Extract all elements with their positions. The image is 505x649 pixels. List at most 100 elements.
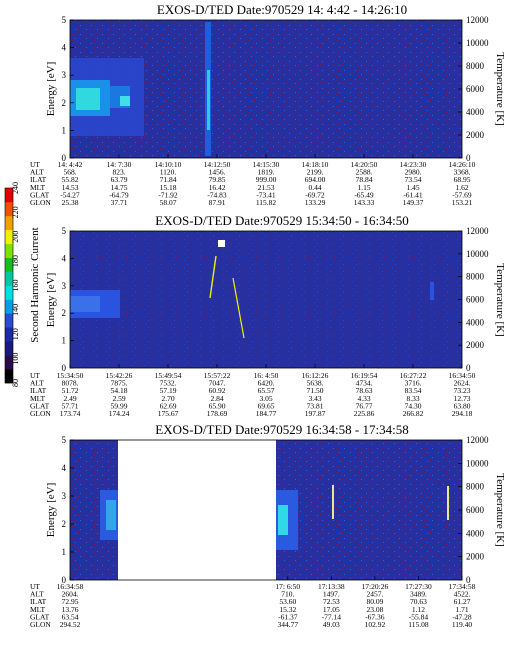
ephemeris-row-label: MLT bbox=[30, 394, 46, 403]
ephemeris-value: -55.84 bbox=[409, 612, 429, 621]
y-tick-label: 5 bbox=[62, 15, 67, 25]
ephemeris-value: 2.49 bbox=[63, 394, 76, 403]
panel-2-ylabel: Energy [eV] bbox=[45, 273, 57, 327]
y2-tick-label: 6000 bbox=[466, 505, 485, 515]
colorbar-swatch bbox=[5, 313, 13, 328]
ephemeris-row-label: ILAT bbox=[30, 597, 47, 606]
panel-2-spectrogram-background bbox=[70, 231, 462, 368]
ephemeris-value: 4734. bbox=[356, 379, 373, 388]
ephemeris-value: 0.44 bbox=[308, 183, 321, 192]
ephemeris-value: 14:18:10 bbox=[302, 160, 329, 169]
ephemeris-value: 80.09 bbox=[366, 597, 383, 606]
ephemeris-value: 25.38 bbox=[62, 198, 79, 207]
y2-tick-label: 8000 bbox=[466, 482, 485, 492]
ephemeris-value: 2624. bbox=[454, 379, 471, 388]
colorbar-swatch bbox=[5, 271, 13, 286]
colorbar-tick-label: 180 bbox=[11, 255, 20, 267]
ephemeris-value: 70.63 bbox=[410, 597, 427, 606]
ephemeris-value: 999.00 bbox=[256, 175, 277, 184]
ephemeris-value: 61.27 bbox=[454, 597, 471, 606]
ephemeris-value: 79.85 bbox=[209, 175, 226, 184]
y-tick-label: 5 bbox=[62, 226, 67, 236]
y2-tick-label: 6000 bbox=[466, 295, 485, 305]
ephemeris-value: 4522. bbox=[454, 590, 471, 599]
ephemeris-value: 16:27:22 bbox=[400, 371, 427, 380]
ephemeris-value: 115.08 bbox=[408, 620, 429, 629]
ephemeris-value: 344.77 bbox=[277, 620, 298, 629]
ephemeris-value: 65.90 bbox=[209, 401, 226, 410]
ephemeris-value: 63.80 bbox=[454, 401, 471, 410]
y-tick-label: 2 bbox=[62, 308, 67, 318]
ephemeris-value: 12.73 bbox=[454, 394, 471, 403]
ephemeris-value: 62.69 bbox=[160, 401, 177, 410]
panel-1-axes: 0 1 2 3 4 5 0 2000 4000 6000 8000 10000 12000 bbox=[62, 15, 490, 163]
y-tick-label: 4 bbox=[62, 253, 67, 263]
ephemeris-value: 59.99 bbox=[111, 401, 128, 410]
ephemeris-value: 21.53 bbox=[258, 183, 275, 192]
panel-2-ion-core bbox=[70, 296, 100, 312]
y-tick-label: 1 bbox=[62, 125, 67, 135]
y-tick-label: 0 bbox=[62, 153, 67, 163]
ephemeris-row-label: GLAT bbox=[30, 612, 50, 621]
colorbar-tick-label: 220 bbox=[11, 206, 20, 218]
ephemeris-value: 8.33 bbox=[406, 394, 419, 403]
ephemeris-value: 710. bbox=[281, 590, 294, 599]
ephemeris-row-label: UT bbox=[30, 371, 40, 380]
panel-2: EXOS-D/TED Date:970529 15:34:50 - 16:34:… bbox=[30, 213, 505, 418]
y2-tick-label: 4000 bbox=[466, 528, 485, 538]
panel-1-vertical-stripe-core bbox=[207, 70, 210, 130]
y2-tick-label: 12000 bbox=[466, 435, 489, 445]
ephemeris-value: 1.45 bbox=[406, 183, 419, 192]
ephemeris-value: 54.18 bbox=[111, 386, 128, 395]
ephemeris-value: 78.84 bbox=[356, 175, 373, 184]
panel-3-ylabel: Energy [eV] bbox=[45, 483, 57, 537]
ephemeris-value: 16:34:50 bbox=[449, 371, 476, 380]
panel-3-axes: 0 1 2 3 4 5 0 2000 4000 6000 8000 10000 12000 bbox=[62, 435, 490, 585]
y-tick-label: 0 bbox=[62, 363, 67, 373]
ephemeris-row-label: ILAT bbox=[30, 386, 47, 395]
panel-2-ylabel-right: Temperature [K] bbox=[494, 263, 505, 336]
ephemeris-row-label: MLT bbox=[30, 183, 46, 192]
ephemeris-value: 2.84 bbox=[210, 394, 223, 403]
ephemeris-value: 115.82 bbox=[256, 198, 277, 207]
colorbar-frame bbox=[4, 187, 14, 384]
ephemeris-value: 73.54 bbox=[405, 175, 422, 184]
ephemeris-value: 83.54 bbox=[405, 386, 422, 395]
panel-1-ion-spot bbox=[120, 96, 130, 106]
colorbar-swatch bbox=[5, 188, 13, 203]
panel-1-ylabel-right: Temperature [K] bbox=[494, 52, 505, 125]
panel-3-streak-1 bbox=[332, 485, 334, 519]
y2-tick-label: 10000 bbox=[466, 458, 489, 468]
ephemeris-value: 2588. bbox=[356, 168, 373, 177]
ephemeris-value: 16.42 bbox=[209, 183, 226, 192]
ephemeris-value: 2980. bbox=[405, 168, 422, 177]
ephemeris-value: 74.30 bbox=[405, 401, 422, 410]
ephemeris-value: -47.28 bbox=[452, 612, 472, 621]
ephemeris-value: 73.23 bbox=[454, 386, 471, 395]
panel-3-ylabel-right: Temperature [K] bbox=[494, 473, 505, 546]
ephemeris-value: 225.86 bbox=[354, 409, 375, 418]
ephemeris-value: 53.60 bbox=[279, 597, 296, 606]
ephemeris-value: 1819. bbox=[258, 168, 275, 177]
panel-1: EXOS-D/TED Date:970529 14: 4:42 - 14:26:… bbox=[30, 2, 505, 207]
ephemeris-value: -64.79 bbox=[109, 190, 129, 199]
y2-tick-label: 2000 bbox=[466, 130, 485, 140]
colorbar-swatch bbox=[5, 355, 13, 370]
ephemeris-row-label: ALT bbox=[30, 590, 44, 599]
ephemeris-value: 15:57:22 bbox=[204, 371, 231, 380]
ephemeris-value: -73.41 bbox=[256, 190, 276, 199]
y2-tick-label: 4000 bbox=[466, 317, 485, 327]
ephemeris-value: 694.00 bbox=[305, 175, 326, 184]
ephemeris-value: 2604. bbox=[62, 590, 79, 599]
colorbar-swatch bbox=[5, 215, 13, 231]
panel-1-title: EXOS-D/TED Date:970529 14: 4:42 - 14:26:… bbox=[157, 2, 407, 17]
ephemeris-value: 294.18 bbox=[452, 409, 473, 418]
ephemeris-value: 1.12 bbox=[412, 605, 425, 614]
y-tick-label: 0 bbox=[62, 575, 67, 585]
y2-tick-label: 0 bbox=[466, 575, 471, 585]
ephemeris-value: 14.53 bbox=[62, 183, 79, 192]
ephemeris-value: 294.52 bbox=[60, 620, 81, 629]
ephemeris-row-label: ALT bbox=[30, 168, 44, 177]
